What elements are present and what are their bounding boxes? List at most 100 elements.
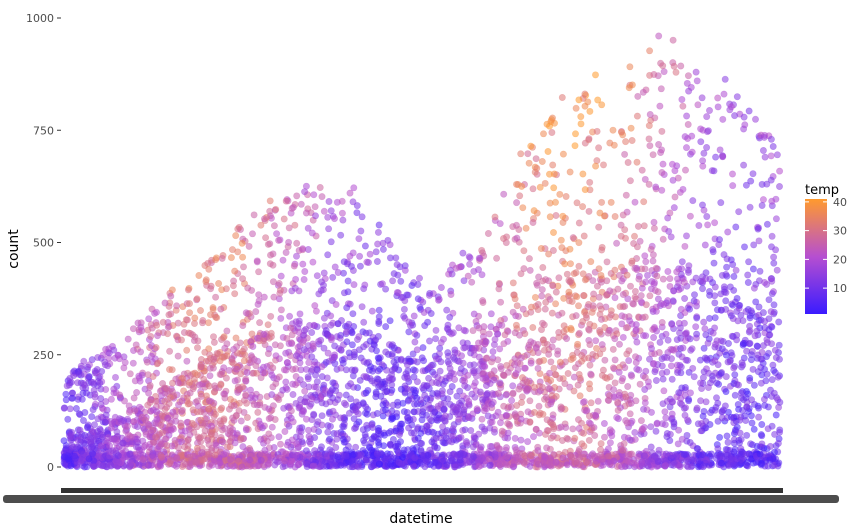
data-point: [634, 92, 642, 100]
data-point: [161, 397, 169, 405]
data-point: [717, 199, 725, 207]
data-point: [91, 421, 99, 429]
data-point: [658, 146, 666, 154]
data-point: [659, 160, 667, 168]
data-point: [404, 446, 412, 454]
data-point: [461, 343, 469, 351]
data-point: [631, 353, 639, 361]
data-point: [753, 327, 761, 335]
data-point: [451, 375, 459, 383]
data-point: [291, 221, 299, 229]
data-point: [659, 62, 667, 70]
data-point: [281, 457, 289, 465]
data-point: [413, 331, 421, 339]
data-point: [403, 291, 411, 299]
data-point: [133, 388, 141, 396]
data-point: [538, 292, 546, 300]
data-point: [366, 250, 374, 258]
data-point: [380, 431, 388, 439]
data-point: [81, 431, 89, 439]
data-point: [693, 330, 701, 338]
data-point: [533, 164, 541, 172]
data-point: [688, 148, 696, 156]
data-point: [207, 285, 215, 293]
data-point: [666, 275, 674, 283]
data-point: [328, 297, 336, 305]
data-point: [480, 362, 488, 370]
data-point: [90, 386, 98, 394]
data-point: [547, 434, 555, 442]
data-point: [470, 382, 478, 390]
data-point: [705, 287, 713, 295]
data-point: [295, 427, 303, 435]
data-point: [432, 355, 440, 363]
data-point: [400, 408, 408, 416]
data-point: [121, 397, 129, 405]
data-point: [276, 342, 284, 350]
data-point: [249, 342, 257, 350]
data-point: [197, 438, 205, 446]
data-point: [168, 286, 176, 294]
data-point: [657, 85, 665, 93]
data-point: [547, 376, 555, 384]
data-point: [269, 261, 277, 269]
data-point: [581, 90, 589, 98]
data-point: [511, 295, 519, 303]
data-point: [643, 271, 651, 279]
data-point: [448, 456, 456, 464]
data-point: [96, 379, 104, 387]
data-point: [586, 385, 594, 393]
data-point: [514, 453, 522, 461]
data-point: [600, 419, 608, 427]
data-point: [283, 358, 291, 366]
data-point: [539, 263, 547, 271]
data-point: [631, 428, 639, 436]
data-point: [670, 418, 678, 426]
data-point: [296, 310, 304, 318]
data-point: [680, 404, 688, 412]
data-point: [551, 198, 559, 206]
data-point: [250, 355, 258, 363]
data-point: [712, 403, 720, 411]
data-point: [682, 144, 690, 152]
data-point: [252, 308, 260, 316]
data-point: [265, 430, 273, 438]
data-point: [660, 300, 668, 308]
data-point: [264, 321, 272, 329]
data-point: [682, 232, 690, 240]
data-point: [586, 178, 594, 186]
data-point: [607, 198, 615, 206]
data-point: [107, 395, 115, 403]
data-point: [295, 287, 303, 295]
data-point: [565, 288, 573, 296]
data-point: [585, 436, 593, 444]
data-point: [768, 232, 776, 240]
data-point: [426, 289, 434, 297]
data-point: [746, 374, 754, 382]
data-point: [500, 402, 508, 410]
data-point: [662, 330, 670, 338]
data-point: [408, 281, 416, 289]
data-point: [293, 440, 301, 448]
data-point: [650, 71, 658, 79]
data-point: [218, 438, 226, 446]
data-point: [397, 277, 405, 285]
data-point: [311, 447, 319, 455]
data-point: [476, 451, 484, 459]
data-point: [88, 413, 96, 421]
data-point: [727, 312, 735, 320]
data-point: [611, 335, 619, 343]
data-point: [617, 221, 625, 229]
data-point: [437, 283, 445, 291]
data-point: [776, 167, 784, 175]
data-point: [723, 263, 731, 271]
data-point: [678, 258, 686, 266]
data-point: [627, 124, 635, 132]
data-point: [773, 151, 781, 159]
data-point: [632, 327, 640, 335]
data-point: [145, 315, 153, 323]
data-point: [656, 102, 664, 110]
data-point: [384, 236, 392, 244]
data-point: [62, 390, 70, 398]
data-point: [390, 270, 398, 278]
